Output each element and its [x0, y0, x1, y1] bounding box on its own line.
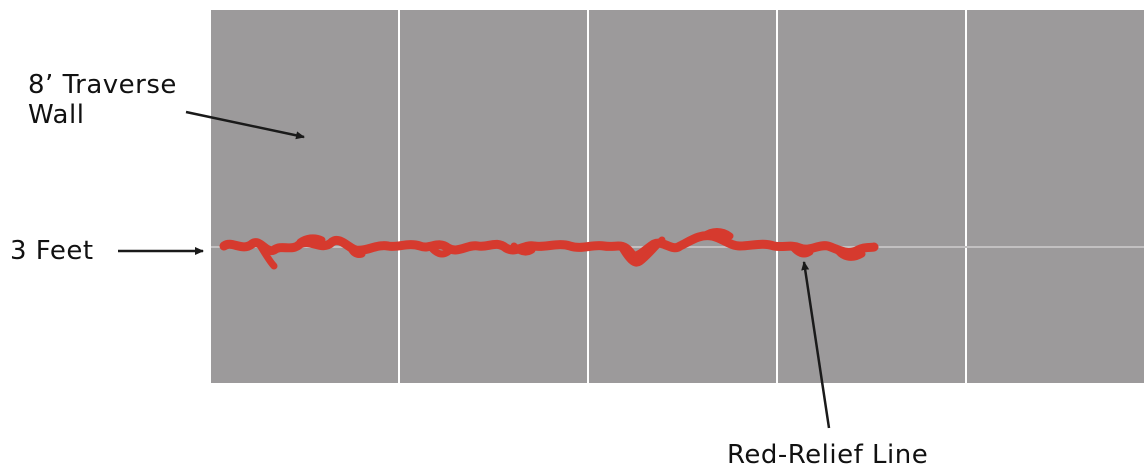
wall-panel-1: [211, 10, 398, 383]
wall-label-line-2: Wall: [28, 100, 85, 130]
wall-panel-2: [400, 10, 587, 383]
wall-label-line-1: 8’ Traverse: [28, 70, 177, 100]
red-relief-line: [219, 228, 879, 270]
wall-panel-5: [967, 10, 1144, 383]
relief-stroke-detail-4: [426, 242, 452, 258]
relief-stroke-detail-9: [832, 244, 866, 261]
relief-stroke-detail-2: [296, 234, 326, 246]
wall-panel-3: [589, 10, 776, 383]
relief-stroke-detail-5: [510, 242, 536, 256]
relief-stroke-detail-7: [700, 228, 734, 240]
wall-panel-4: [778, 10, 965, 383]
relief-label-arrow: [801, 261, 831, 429]
relief-stroke-detail-6: [618, 236, 666, 267]
relief-line-label: Red-Relief Line: [727, 440, 929, 470]
wall-label-arrow: [185, 110, 305, 140]
relief-stroke-detail-1: [254, 238, 278, 270]
relief-stroke-detail-8: [788, 242, 814, 258]
relief-stroke-main: [219, 231, 879, 261]
wall-panels: [211, 10, 1144, 383]
relief-stroke-detail-3: [346, 242, 366, 258]
height-label: 3 Feet: [10, 236, 94, 266]
